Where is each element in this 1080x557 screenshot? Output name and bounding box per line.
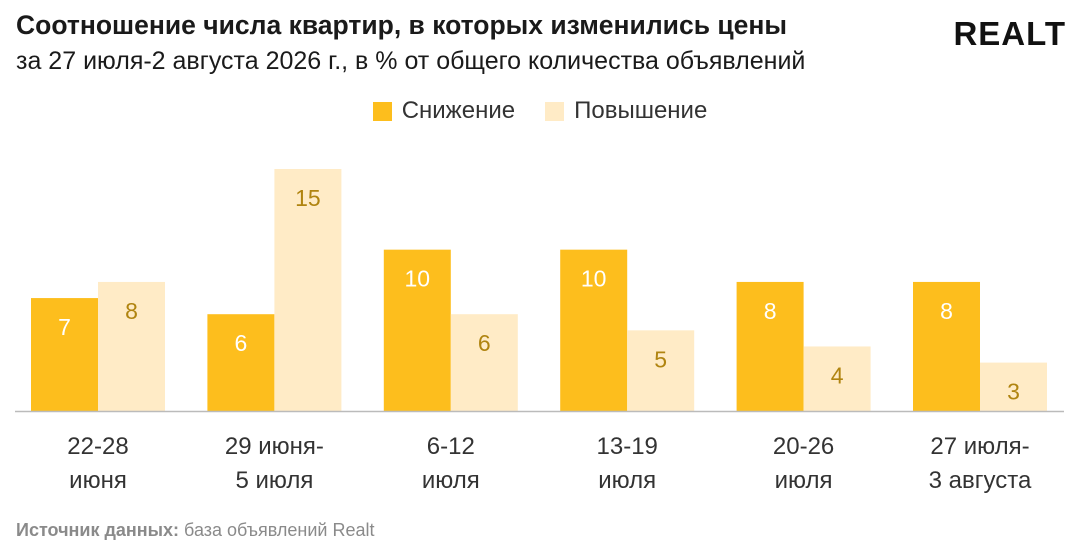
- x-tick-label-3-0: 13-19: [597, 433, 658, 460]
- legend: Снижение Повышение: [0, 97, 1080, 125]
- source-text: база объявлений Realt: [184, 520, 375, 540]
- data-label-increase-0: 8: [125, 298, 138, 324]
- x-tick-label-0-0: 22-28: [67, 433, 128, 460]
- chart-title: Соотношение числа квартир, в которых изм…: [16, 10, 788, 40]
- bar-decrease-0: [31, 298, 98, 411]
- legend-label-decrease: Снижение: [401, 97, 516, 124]
- bar-increase-5: [980, 362, 1047, 411]
- chart-subtitle: за 27 июля-2 августа 2026 г., в % от общ…: [16, 47, 806, 75]
- data-label-decrease-1: 6: [235, 330, 248, 356]
- x-tick-label-1-1: 5 июля: [235, 467, 313, 494]
- bar-increase-1: [274, 169, 342, 411]
- x-tick-label-0-1: июня: [69, 467, 127, 494]
- x-tick-label-5-1: 3 августа: [929, 467, 1032, 494]
- data-label-increase-5: 3: [1007, 379, 1020, 405]
- source-label: Источник данных:: [16, 520, 180, 540]
- data-label-decrease-3: 10: [581, 266, 607, 292]
- bar-decrease-5: [913, 281, 980, 411]
- data-source: Источник данных: база объявлений Realt: [16, 520, 374, 541]
- legend-item-increase: Повышение: [545, 97, 707, 125]
- x-tick-label-2-0: 6-12: [427, 433, 475, 460]
- realt-logo: REALT: [953, 15, 1066, 52]
- bar-increase-2: [450, 314, 518, 411]
- data-label-increase-4: 4: [831, 362, 844, 388]
- legend-swatch-increase: [545, 101, 565, 121]
- bar-decrease-3: [560, 249, 628, 411]
- data-label-increase-2: 6: [478, 330, 491, 356]
- x-tick-label-1-0: 29 июня-: [225, 433, 324, 460]
- data-label-decrease-4: 8: [764, 298, 777, 324]
- bar-decrease-4: [736, 281, 804, 411]
- legend-swatch-decrease: [372, 101, 392, 121]
- bar-increase-4: [803, 346, 871, 411]
- x-tick-label-4-0: 20-26: [773, 433, 834, 460]
- x-tick-label-5-0: 27 июля-: [930, 433, 1029, 460]
- x-tick-label-4-1: июля: [775, 467, 833, 494]
- legend-label-increase: Повышение: [574, 97, 708, 124]
- x-tick-label-3-1: июля: [598, 467, 656, 494]
- bar-decrease-1: [207, 314, 275, 411]
- bar-increase-3: [627, 330, 695, 411]
- x-tick-label-2-1: июля: [422, 467, 480, 494]
- data-label-increase-3: 5: [654, 346, 667, 372]
- legend-item-decrease: Снижение: [372, 97, 516, 125]
- data-label-decrease-5: 8: [940, 298, 953, 324]
- data-label-increase-1: 15: [295, 185, 321, 211]
- data-label-decrease-2: 10: [405, 266, 431, 292]
- bar-increase-0: [98, 281, 165, 411]
- data-label-decrease-0: 7: [58, 314, 71, 340]
- bar-decrease-2: [383, 249, 451, 411]
